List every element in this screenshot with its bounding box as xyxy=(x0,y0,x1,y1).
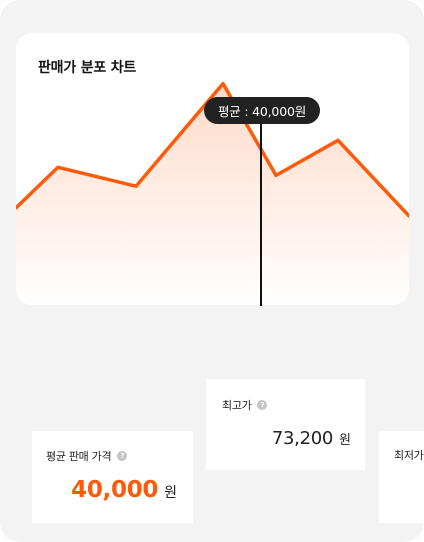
average-price-value: 40,000 xyxy=(71,477,159,503)
average-price-label: 평균 판매 가격 xyxy=(46,450,112,463)
min-price-label: 최저가 xyxy=(394,449,424,462)
max-price-label: 최고가 xyxy=(222,399,252,412)
max-price-label-row: 최고가 ? xyxy=(222,397,268,413)
chart-title: 판매가 분포 차트 xyxy=(38,60,137,76)
max-price-value: 73,200 xyxy=(271,428,334,449)
help-icon[interactable]: ? xyxy=(257,400,268,410)
average-price-value-row: 40,000 원 xyxy=(71,477,177,503)
average-tooltip: 평균 : 40,000원 xyxy=(204,97,320,124)
chart-series-line xyxy=(16,81,409,218)
average-price-unit: 원 xyxy=(164,485,177,501)
max-price-unit: 원 xyxy=(339,433,351,448)
price-distribution-card: 판매가 분포 차트 xyxy=(16,33,409,305)
max-price-card: 최고가 ? 73,200 원 xyxy=(206,379,365,470)
average-marker-line xyxy=(260,110,262,306)
min-price-label-row: 최저가 xyxy=(394,447,424,463)
help-icon[interactable]: ? xyxy=(117,451,128,461)
average-price-label-row: 평균 판매 가격 ? xyxy=(46,448,128,464)
min-price-card: 최저가 xyxy=(379,431,424,523)
average-price-card: 평균 판매 가격 ? 40,000 원 xyxy=(32,431,193,523)
max-price-value-row: 73,200 원 xyxy=(272,428,351,449)
distribution-chart xyxy=(16,81,409,305)
chart-area-fill xyxy=(16,83,409,305)
